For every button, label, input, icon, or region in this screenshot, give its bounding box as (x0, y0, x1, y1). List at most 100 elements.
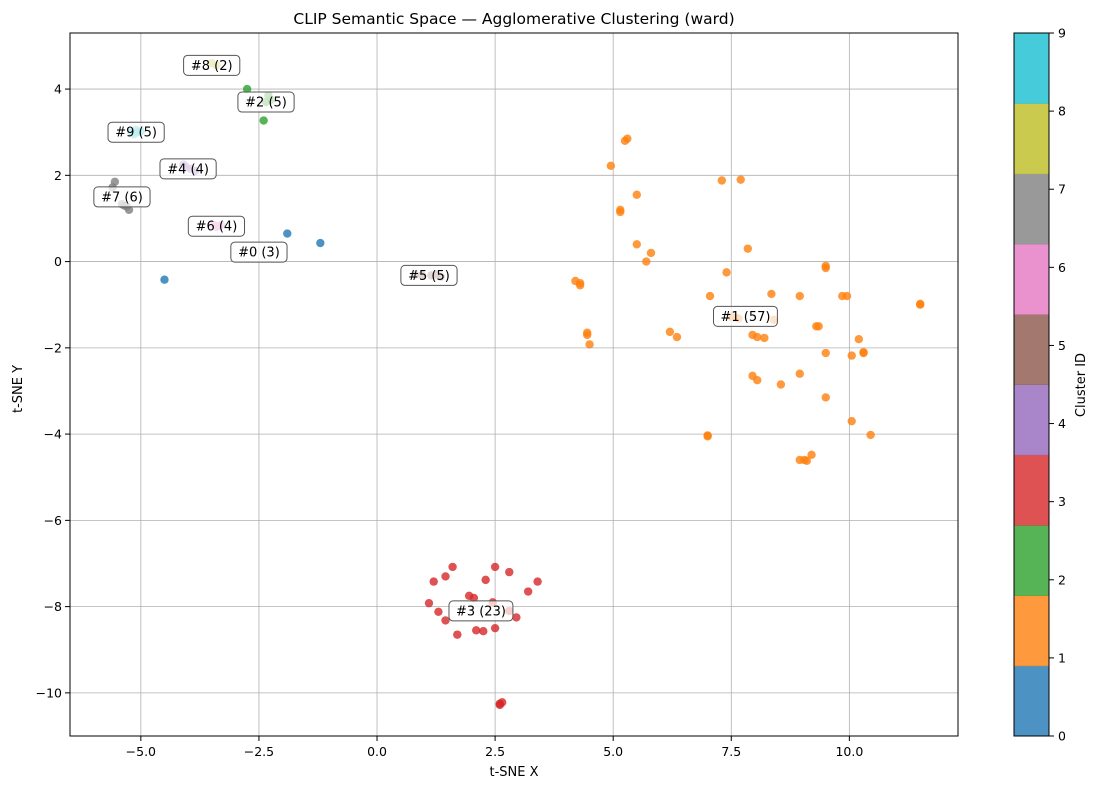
y-tick-label: 0 (54, 254, 62, 269)
data-point-cluster-1 (859, 348, 868, 358)
x-tick-label: 7.5 (721, 744, 741, 759)
data-point-cluster-1 (795, 291, 804, 301)
colorbar-tick-label: 0 (1058, 729, 1066, 744)
data-point-cluster-1 (807, 450, 816, 459)
x-tick-label: 5.0 (603, 744, 623, 759)
colorbar-segment-5 (1014, 314, 1049, 385)
colorbar-segment-1 (1014, 595, 1049, 667)
data-point-cluster-0 (316, 238, 325, 248)
colorbar-segment-7 (1014, 173, 1049, 245)
y-axis-title: t-SNE Y (11, 365, 26, 413)
data-point-cluster-1 (802, 456, 812, 466)
colorbar-segment-2 (1014, 525, 1049, 596)
y-tick-label: −8 (44, 599, 62, 614)
colorbar-tick-label: 5 (1058, 338, 1066, 353)
data-point-cluster-3 (472, 626, 481, 635)
cluster-annotation: #4 (4) (159, 158, 217, 180)
data-point-cluster-1 (623, 134, 632, 143)
data-point-cluster-1 (616, 207, 625, 217)
data-point-cluster-1 (646, 248, 656, 258)
data-point-cluster-1 (821, 393, 830, 402)
data-point-cluster-1 (753, 332, 762, 342)
data-point-cluster-1 (847, 351, 856, 360)
cluster-annotation: #8 (2) (183, 54, 241, 76)
data-point-cluster-1 (632, 190, 642, 199)
data-point-cluster-1 (642, 257, 651, 266)
cluster-annotation-box (230, 241, 288, 263)
data-point-cluster-2 (242, 84, 252, 94)
data-point-cluster-1 (842, 291, 852, 301)
y-tick-label: −2 (44, 340, 62, 355)
cluster-annotation-box (187, 215, 246, 237)
x-tick-label: 2.5 (485, 744, 505, 759)
cluster-annotation-box (159, 158, 217, 180)
cluster-annotation-label: #5 (5) (408, 269, 450, 284)
data-point-cluster-3 (424, 598, 434, 608)
data-point-cluster-1 (760, 333, 769, 343)
data-point-cluster-1 (854, 335, 864, 344)
data-point-cluster-3 (495, 700, 505, 710)
cluster-annotation-label: #2 (5) (245, 96, 287, 111)
data-point-cluster-1 (814, 322, 823, 331)
cluster-annotation-label: #1 (57) (720, 310, 770, 325)
data-point-cluster-3 (434, 607, 443, 616)
data-point-cluster-1 (585, 340, 594, 349)
data-point-cluster-1 (776, 380, 786, 389)
cluster-annotation-box (448, 600, 514, 622)
data-point-cluster-1 (606, 161, 616, 171)
data-point-cluster-1 (753, 375, 762, 385)
data-point-cluster-1 (743, 244, 753, 253)
colorbar-tick-label: 8 (1058, 104, 1066, 119)
x-axis-title: t-SNE X (489, 765, 538, 780)
cluster-annotation-label: #3 (23) (456, 604, 506, 619)
colorbar-segment-8 (1014, 103, 1049, 175)
data-point-cluster-1 (821, 348, 830, 358)
cluster-annotation-box (93, 186, 151, 208)
data-point-cluster-2 (259, 116, 268, 125)
colorbar-segment-6 (1014, 243, 1049, 315)
colorbar-tick-label: 3 (1058, 494, 1066, 509)
data-point-cluster-1 (722, 268, 731, 277)
data-point-cluster-3 (533, 577, 542, 586)
y-tick-label: −10 (36, 685, 62, 700)
chart-title: CLIP Semantic Space — Agglomerative Clus… (293, 10, 734, 28)
colorbar-title: Cluster ID (1074, 353, 1089, 417)
data-point-cluster-1 (866, 430, 875, 440)
x-tick-label: −5.0 (126, 744, 156, 759)
data-point-cluster-1 (672, 332, 682, 342)
cluster-annotation-label: #7 (6) (101, 190, 143, 205)
data-point-cluster-3 (429, 577, 438, 586)
colorbar-tick-label: 6 (1058, 260, 1066, 275)
data-point-cluster-3 (512, 613, 521, 622)
y-tick-label: −4 (44, 427, 62, 442)
data-point-cluster-3 (469, 593, 479, 603)
data-point-cluster-3 (441, 572, 450, 581)
data-point-cluster-0 (160, 275, 169, 284)
cluster-annotation-label: #4 (4) (167, 162, 209, 177)
plot-area: #8 (2) #2 (5) #9 (5) #4 (4) #7 (6) #6 (4)#0 (… (36, 32, 959, 759)
data-point-cluster-1 (821, 263, 830, 273)
colorbar: 0 1 2 3 4 5 6 7 8 9 (1013, 26, 1066, 744)
data-point-cluster-3 (505, 567, 514, 577)
x-tick-label: 0.0 (367, 744, 387, 759)
cluster-annotation-label: #9 (5) (115, 126, 157, 141)
data-point-cluster-0 (283, 229, 292, 238)
data-point-cluster-1 (665, 327, 675, 337)
colorbar-segment-3 (1014, 454, 1049, 526)
cluster-annotation-label: #8 (2) (191, 59, 233, 74)
cluster-annotation: #7 (6) (93, 186, 151, 208)
colorbar-tick-label: 7 (1058, 182, 1066, 197)
plot-frame (69, 32, 959, 737)
data-point-cluster-3 (490, 562, 500, 572)
cluster-annotation-box (712, 305, 778, 327)
x-tick-label: 10.0 (835, 744, 863, 759)
data-point-cluster-3 (453, 630, 462, 639)
colorbar-segment-4 (1014, 384, 1049, 456)
x-tick-label: −2.5 (244, 744, 274, 759)
data-point-cluster-3 (481, 575, 490, 585)
data-point-cluster-1 (847, 416, 856, 426)
colorbar-tick-label: 9 (1058, 26, 1066, 41)
data-point-cluster-3 (441, 616, 450, 625)
cluster-annotation: #5 (5) (400, 264, 458, 286)
